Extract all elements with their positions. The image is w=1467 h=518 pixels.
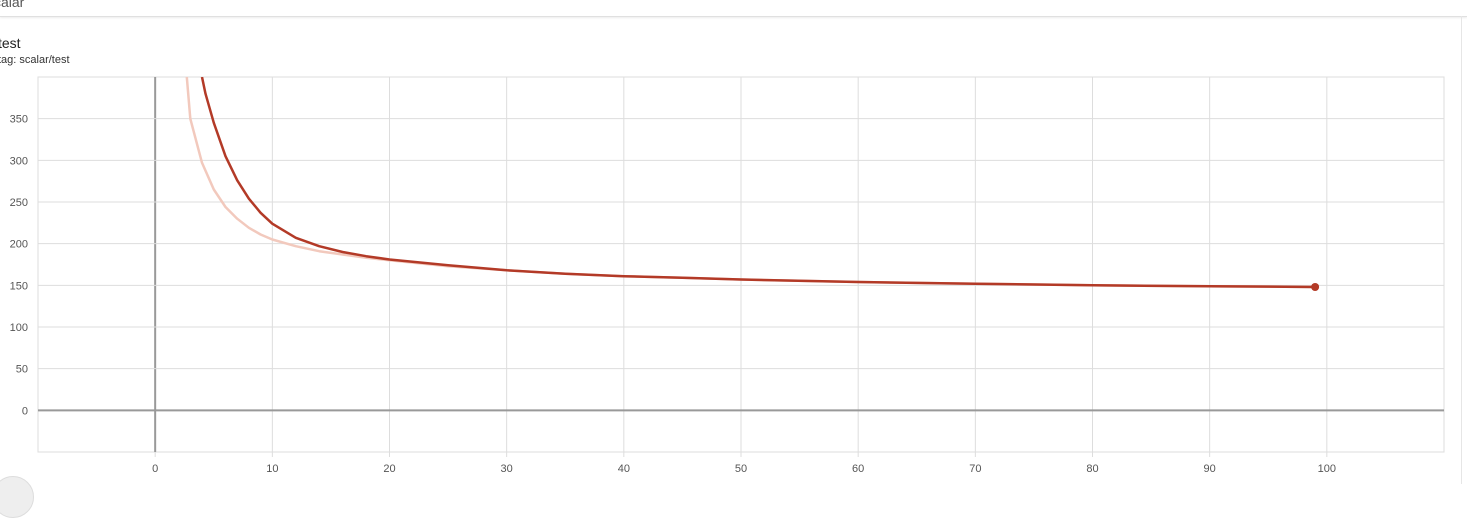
y-tick-label: 100 [10, 322, 28, 334]
chart-container: 0 10 20 30 40 50 60 70 80 90 100 0 50 100 150 200 250 300… [0, 0, 1467, 484]
x-tick-label: 50 [735, 463, 747, 475]
y-tick-label: 150 [10, 280, 28, 292]
card-border [1461, 16, 1462, 484]
y-tick-label: 250 [10, 197, 28, 209]
y-tick-label: 300 [10, 155, 28, 167]
x-tick-label: 100 [1318, 463, 1336, 475]
y-tick-label: 350 [10, 114, 28, 126]
x-tick-label: 70 [969, 463, 981, 475]
x-tick-label: 10 [266, 463, 278, 475]
x-tick-label: 60 [852, 463, 864, 475]
y-tick-label: 50 [16, 364, 28, 376]
chart-tag: tag: scalar/test [0, 54, 70, 66]
line-chart[interactable]: 0 10 20 30 40 50 60 70 80 90 100 0 50 100 150 200 250 300… [0, 0, 1467, 484]
smoothed-series-line [200, 77, 1316, 289]
floating-action-button[interactable] [0, 476, 34, 518]
last-value-marker [1311, 283, 1320, 291]
y-tick-label: 200 [10, 239, 28, 251]
x-tick-label: 80 [1086, 463, 1098, 475]
chart-title: test [0, 35, 21, 51]
section-header: calar ⌃ [0, 0, 1467, 17]
chevron-up-icon[interactable]: ⌃ [1433, 0, 1445, 6]
x-tick-label: 30 [501, 463, 513, 475]
x-tick-label: 0 [152, 463, 158, 475]
x-tick-label: 40 [618, 463, 630, 475]
section-title: calar [0, 0, 25, 10]
x-tick-label: 20 [383, 463, 395, 475]
y-tick-label: 0 [22, 405, 28, 417]
x-tick-label: 90 [1204, 463, 1216, 475]
